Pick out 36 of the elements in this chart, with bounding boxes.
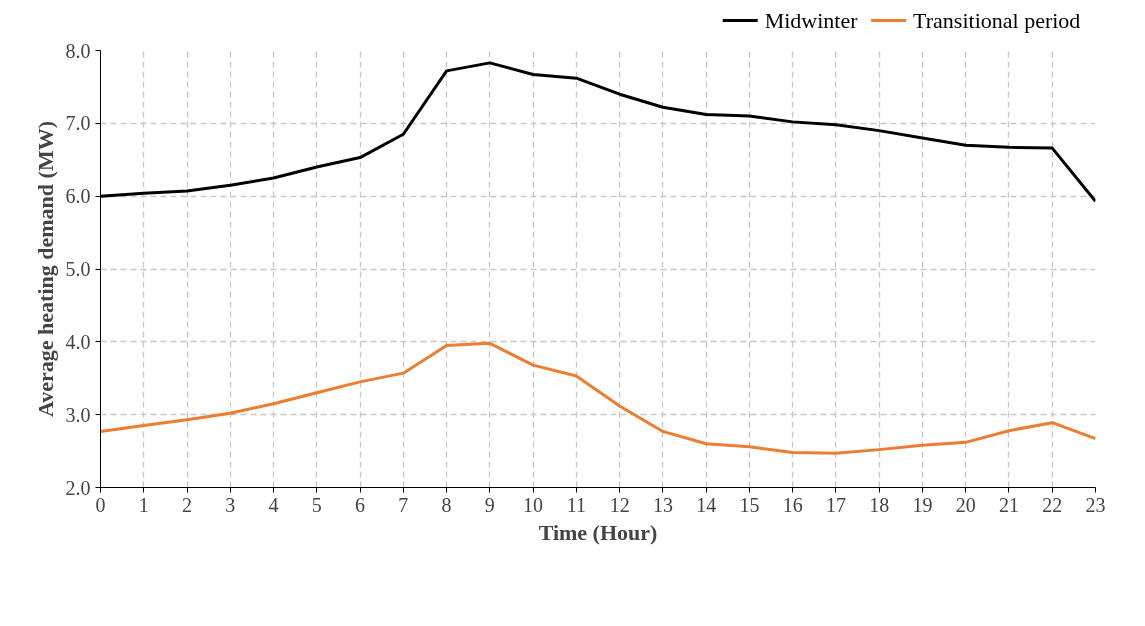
x-tick-label: 10: [523, 493, 544, 516]
x-tick-label: 19: [912, 493, 933, 516]
x-tick-label: 4: [268, 493, 279, 516]
x-tick-label: 3: [225, 493, 236, 516]
y-tick-label: 4.0: [65, 330, 91, 353]
x-tick-label: 9: [484, 493, 495, 516]
x-tick-label: 5: [311, 493, 322, 516]
y-tick-label: 6.0: [65, 185, 91, 208]
x-axis-title: Time (Hour): [538, 519, 658, 545]
legend-label: Midwinter: [764, 8, 859, 33]
x-tick-label: 15: [739, 493, 760, 516]
x-tick-label: 1: [138, 493, 149, 516]
x-tick-label: 17: [825, 493, 846, 516]
x-tick-label: 23: [1085, 493, 1106, 516]
x-tick-label: 8: [441, 493, 452, 516]
x-tick-label: 18: [869, 493, 890, 516]
y-tick-label: 3.0: [65, 403, 91, 426]
y-tick-label: 8.0: [65, 39, 91, 62]
x-tick-label: 11: [566, 493, 587, 516]
y-tick-label: 2.0: [65, 476, 91, 499]
x-tick-label: 12: [609, 493, 630, 516]
x-tick-label: 22: [1042, 493, 1063, 516]
line-series: [100, 341, 1096, 455]
legend-label: Transitional period: [913, 8, 1081, 33]
x-tick-label: 13: [652, 493, 673, 516]
y-tick-label: 5.0: [65, 258, 91, 280]
y-axis-title: Average heating demand (MW): [32, 121, 58, 417]
x-tick-label: 14: [696, 493, 717, 516]
x-tick-label: 7: [398, 493, 409, 516]
x-tick-label: 2: [182, 493, 193, 516]
y-tick-label: 7.0: [65, 112, 91, 135]
x-tick-label: 16: [782, 493, 803, 516]
x-tick-label: 20: [955, 493, 976, 516]
x-tick-label: 6: [355, 493, 366, 516]
x-tick-label: 21: [998, 493, 1019, 516]
x-tick-label: 0: [95, 493, 106, 516]
